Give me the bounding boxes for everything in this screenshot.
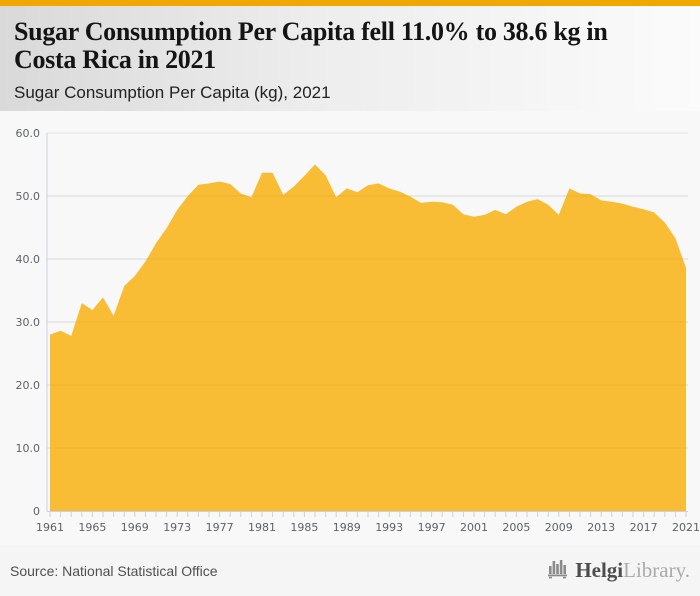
svg-text:2005: 2005 <box>502 521 530 534</box>
svg-text:1989: 1989 <box>333 521 361 534</box>
svg-text:2013: 2013 <box>587 521 615 534</box>
area-chart: 0 10.0 20.0 30.0 40.0 50.0 60.0 1961 1965 1969 197… <box>0 111 700 545</box>
top-accent-bar <box>0 0 700 6</box>
grid-lines-overlay <box>47 195 688 449</box>
svg-text:1961: 1961 <box>36 521 64 534</box>
brand-logo[interactable]: HelgiLibrary. <box>546 556 690 585</box>
svg-text:2017: 2017 <box>630 521 658 534</box>
svg-text:1969: 1969 <box>121 521 149 534</box>
svg-text:1965: 1965 <box>78 521 106 534</box>
svg-text:30.0: 30.0 <box>16 316 41 329</box>
chart-subtitle: Sugar Consumption Per Capita (kg), 2021 <box>14 83 331 102</box>
svg-text:1973: 1973 <box>163 521 191 534</box>
bar-chart-logo-icon <box>546 556 570 585</box>
page-title: Sugar Consumption Per Capita fell 11.0% … <box>14 18 686 74</box>
y-axis-labels: 0 10.0 20.0 30.0 40.0 50.0 60.0 <box>16 127 41 518</box>
svg-text:1993: 1993 <box>375 521 403 534</box>
svg-text:10.0: 10.0 <box>16 442 41 455</box>
brand-name-primary: Helgi <box>575 558 624 582</box>
svg-text:40.0: 40.0 <box>16 253 41 266</box>
svg-text:1977: 1977 <box>206 521 234 534</box>
svg-text:1997: 1997 <box>418 521 446 534</box>
brand-name: HelgiLibrary. <box>575 560 690 581</box>
chart-header: Sugar Consumption Per Capita fell 11.0% … <box>0 6 700 111</box>
svg-text:20.0: 20.0 <box>16 379 41 392</box>
svg-text:2009: 2009 <box>545 521 573 534</box>
source-text: Source: National Statistical Office <box>10 562 218 579</box>
brand-name-secondary: Library. <box>623 558 690 582</box>
chart-footer: Source: National Statistical Office Helg… <box>0 545 700 596</box>
svg-text:1981: 1981 <box>248 521 276 534</box>
chart-canvas: 0 10.0 20.0 30.0 40.0 50.0 60.0 1961 1965 1969 197… <box>16 127 700 534</box>
area-series <box>50 164 686 511</box>
page-title-line-2: Costa Rica in 2021 <box>14 45 216 74</box>
svg-text:1985: 1985 <box>290 521 318 534</box>
svg-text:2001: 2001 <box>460 521 488 534</box>
svg-text:2021: 2021 <box>672 521 700 534</box>
svg-text:0: 0 <box>33 505 40 518</box>
x-axis-labels: 1961 1965 1969 1973 1977 1981 1985 1989 1993 1997… <box>36 521 700 534</box>
page-title-line-1: Sugar Consumption Per Capita fell 11.0% … <box>14 17 608 46</box>
x-axis <box>46 133 688 517</box>
svg-text:60.0: 60.0 <box>16 127 41 140</box>
svg-text:50.0: 50.0 <box>16 190 41 203</box>
